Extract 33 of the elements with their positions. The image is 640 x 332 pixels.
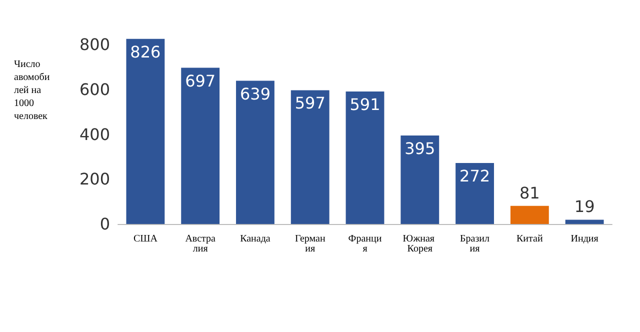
y-tick-label: 0: [100, 214, 110, 234]
y-tick-label: 200: [79, 170, 110, 189]
data-label: 697: [185, 71, 216, 90]
data-label: 826: [130, 42, 161, 62]
bar: [236, 80, 274, 224]
x-tick-label: Индия: [570, 234, 599, 244]
x-tick-label: США: [133, 234, 158, 244]
bar: [400, 135, 440, 224]
x-tick-label: Китай: [516, 234, 544, 244]
x-tick-label: Германия: [294, 234, 326, 254]
bar: [565, 220, 604, 224]
data-label: 395: [404, 138, 436, 158]
bar: [346, 92, 384, 224]
y-tick-label: 800: [79, 35, 110, 54]
data-label: 639: [240, 84, 270, 104]
y-tick-label: 400: [79, 124, 110, 144]
y-tick-label: 600: [79, 80, 110, 100]
data-label: 597: [294, 94, 326, 113]
x-tick-label: Южная Корея: [402, 234, 437, 254]
x-tick-label: Австралия: [185, 234, 216, 254]
bar: [510, 206, 549, 224]
data-label: 19: [574, 197, 595, 216]
x-tick-label: Бразилия: [460, 234, 490, 254]
data-label: 272: [460, 166, 490, 186]
bar: [456, 163, 494, 224]
bar: [290, 90, 330, 224]
x-tick-label: Франция: [348, 234, 382, 254]
bar: [181, 68, 220, 224]
bar: [126, 38, 165, 224]
x-tick-label: Канада: [240, 234, 271, 244]
y-axis-title: Число авомобилей на 1000 человек: [14, 59, 50, 122]
data-label: 591: [350, 95, 380, 114]
data-label: 81: [519, 183, 540, 202]
